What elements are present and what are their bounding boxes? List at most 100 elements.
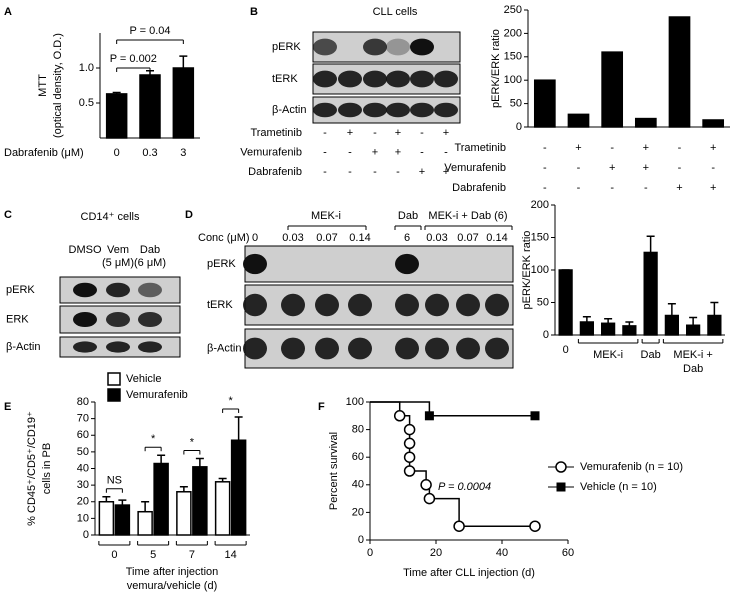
survival-line	[370, 401, 535, 417]
y-tick-label: 100	[346, 396, 364, 408]
treatment-sign: +	[419, 166, 425, 178]
bar	[172, 67, 195, 139]
y-tick-label: 200	[531, 199, 549, 211]
y-tick-label: 60	[352, 451, 364, 463]
blot-band	[106, 341, 130, 353]
legend-label: Vehicle (n = 10)	[580, 481, 657, 493]
blot-band	[106, 311, 130, 328]
y-tick-label: 0	[358, 534, 364, 546]
legend-label: Vemurafenib (n = 10)	[580, 461, 683, 473]
treatment-sign: -	[348, 166, 352, 178]
lane-label: Dab	[140, 244, 160, 256]
lane-label: (6 μM)	[134, 257, 166, 269]
x-tick-label: 0	[114, 147, 120, 159]
blot-band	[243, 253, 267, 275]
legend-label: Vemurafenib	[126, 389, 188, 401]
conc: 0.03	[426, 232, 447, 244]
bar	[579, 321, 594, 336]
treatment-sign: -	[610, 182, 614, 194]
legend-swatch	[107, 388, 121, 402]
annotation: *	[151, 433, 156, 445]
error-bar	[234, 416, 243, 441]
conc: 0	[252, 232, 258, 244]
blot-band	[363, 70, 387, 88]
y-axis-label: pERK/ERK ratio	[521, 231, 533, 310]
marker	[403, 437, 416, 450]
conc: 0.14	[486, 232, 507, 244]
blot-band	[434, 70, 458, 88]
marker	[530, 411, 540, 421]
bar	[668, 16, 691, 128]
y-tick-label: 20	[352, 506, 364, 518]
panel-label: E	[4, 401, 11, 413]
bar	[558, 269, 573, 336]
blot-band	[315, 337, 339, 360]
x-tick-label: 7	[189, 549, 195, 561]
marker	[420, 479, 432, 491]
y-tick-label: 100	[504, 74, 522, 86]
treatment-sign: +	[347, 127, 353, 139]
blot	[244, 245, 514, 283]
treatment-sign: +	[443, 166, 449, 178]
y-tick-label: 100	[531, 264, 549, 276]
blot-band	[425, 293, 449, 317]
marker	[403, 423, 416, 436]
error-bar	[689, 316, 698, 326]
legend-swatch	[107, 372, 121, 386]
treatment-sign: -	[323, 127, 327, 139]
treatment-sign: +	[395, 146, 401, 158]
bar	[153, 462, 169, 536]
blot-band	[386, 38, 410, 56]
blot-band	[338, 102, 362, 118]
x-tick-label: 60	[562, 547, 574, 559]
y-axis-label: MTT	[37, 74, 49, 97]
blot-band	[395, 253, 419, 275]
error-bar	[157, 454, 166, 464]
blot-title: CLL cells	[373, 6, 418, 18]
x-tick-label: 0	[563, 344, 569, 356]
blot-title: CD14⁺ cells	[81, 211, 140, 223]
x-axis-label: vemura/vehicle (d)	[127, 580, 217, 592]
blot-row-label: β-Actin	[6, 341, 40, 353]
treatment-sign: +	[643, 142, 649, 154]
y-tick-label: 200	[504, 27, 522, 39]
treatment-sign: -	[396, 166, 400, 178]
group-label: Dab	[641, 349, 661, 361]
panel-label: D	[185, 209, 193, 221]
bar	[622, 325, 637, 336]
bar	[643, 251, 658, 336]
blot-band	[313, 102, 337, 118]
marker	[403, 451, 416, 463]
group-label: Dab	[398, 210, 418, 222]
treatment-sign: -	[420, 127, 424, 139]
marker	[453, 520, 465, 532]
treatment-sign: +	[443, 127, 449, 139]
treatment-sign: -	[577, 162, 581, 174]
treatment-sign: -	[348, 146, 352, 158]
treatment-sign: -	[420, 146, 424, 158]
treatment-sign: -	[444, 146, 448, 158]
y-tick-label: 0	[543, 329, 549, 341]
y-axis-label: cells in PB	[41, 443, 53, 494]
blot-row-label: β-Actin	[207, 342, 241, 354]
treatment-sign: -	[678, 162, 682, 174]
group-label: Dab	[683, 363, 703, 375]
annotation: P = 0.002	[110, 53, 157, 65]
treatment-name: Trametinib	[250, 127, 302, 139]
blot-band	[73, 282, 97, 298]
error-bar	[195, 457, 204, 467]
lane-label: Vem	[107, 244, 129, 256]
panel-label: C	[4, 209, 12, 221]
x-axis-label: Time after CLL injection (d)	[403, 567, 535, 579]
bar	[533, 79, 556, 128]
x-tick-label: 5	[150, 549, 156, 561]
x-tick-label: 14	[225, 549, 237, 561]
blot-band	[138, 341, 162, 353]
error-bar	[179, 55, 188, 68]
treatment-name: Dabrafenib	[248, 166, 302, 178]
treatment-sign: +	[710, 142, 716, 154]
legend-label: Vehicle	[126, 373, 161, 385]
treatment-name: Vemurafenib	[444, 162, 506, 174]
blot-band	[485, 293, 509, 317]
